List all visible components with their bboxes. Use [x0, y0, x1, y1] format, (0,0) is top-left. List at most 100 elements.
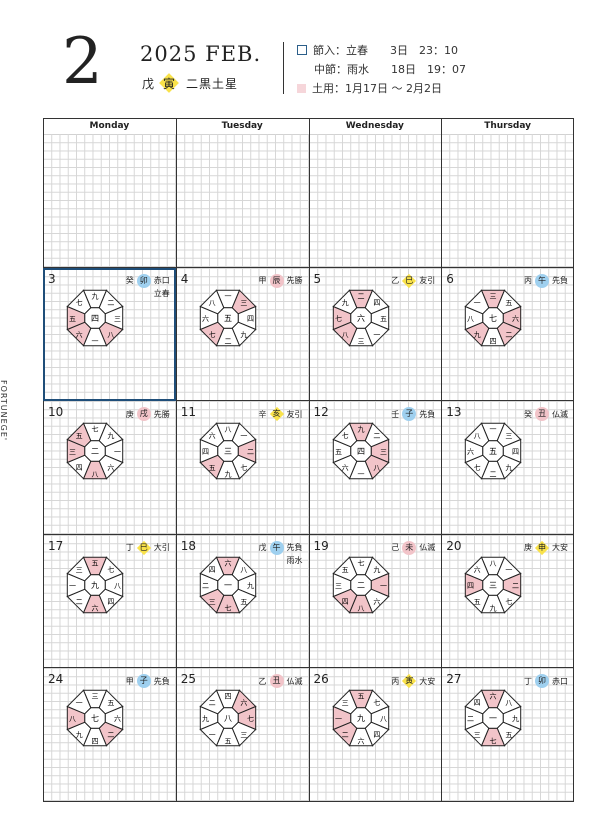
day-branch-badge: 卯 [136, 273, 151, 288]
octagon-center [217, 574, 239, 596]
octagon-sector-number: 九 [474, 329, 481, 338]
octagon-sector-number: 一 [224, 292, 231, 300]
day-cell[interactable]: 11 辛亥友引八一二七九 五四六三 [175, 401, 309, 535]
rokuyo-label: 先負 [286, 543, 303, 553]
day-stem: 庚 [125, 409, 134, 419]
day-stem: 戊 [258, 543, 267, 553]
day-cell[interactable]: 26 丙寅大安五七八四六 二一三九 [308, 668, 442, 802]
octagon-sector-number: 三 [92, 693, 99, 701]
day-cell[interactable]: 13 癸丑仏滅一三四九二 七六八五 [441, 401, 574, 535]
octagon-sector-number: 三 [335, 582, 342, 590]
sekki-setsuiri: 節入：立春 3日 23：10 [297, 42, 458, 58]
month-number: 2 [62, 25, 103, 99]
octagon-sector-number: 九 [240, 329, 247, 338]
octagon-center [349, 306, 372, 329]
weekday-header-thursday: Thursday [441, 118, 574, 135]
day-tags: 壬子先負 [391, 407, 435, 422]
octagon-sector-number: 二 [202, 582, 209, 590]
day-branch-badge: 戌 [136, 407, 151, 422]
octagon-sector-number: 一 [357, 471, 364, 479]
octagon-sector-number: 六 [467, 447, 474, 456]
octagon-sector-number: 二 [208, 699, 215, 707]
day-tags: 己未仏滅 [391, 540, 436, 555]
octagon-center [349, 574, 372, 596]
day-cell[interactable]: 25 乙丑仏滅四六七三五 一九二八 [175, 668, 309, 802]
octagon-sector-number: 五 [92, 559, 99, 567]
day-cell[interactable]: 19 己未仏滅七九一六八 四三五二 [308, 534, 442, 669]
octagon-sector-number: 一 [240, 432, 247, 440]
rokuyo-label: 大安 [552, 543, 568, 553]
octagon-sector-number: 八 [357, 604, 364, 612]
day-cell[interactable]: 24 甲子先負三五六二四 九八一七 [43, 668, 176, 802]
day-tags: 乙丑仏滅 [259, 674, 303, 689]
octagon-center-number: 四 [91, 314, 99, 323]
day-branch-badge: 寅 [402, 674, 416, 688]
day-tags: 庚戌先勝 [125, 407, 170, 422]
month-kanshi: 戊 寅 二黒土星 [142, 73, 238, 93]
octagon-center [217, 440, 239, 462]
octagon-sector-number: 九 [247, 581, 254, 590]
octagon-sector-number: 八 [373, 464, 380, 472]
day-cell[interactable]: 4 甲辰先勝一三四九二 七六八五 [175, 267, 309, 402]
day-branch-badge: 午 [535, 273, 549, 288]
octagon-sector-number: 五 [107, 699, 114, 707]
grid-column-line [573, 118, 574, 802]
day-tags: 癸丑仏滅 [524, 407, 568, 422]
day-cell[interactable] [441, 134, 574, 268]
octagon-sector-number: 四 [512, 448, 519, 456]
day-branch-badge: 子 [136, 674, 151, 689]
day-cell[interactable]: 20 庚申大安八一二七九 五四六三 [441, 534, 574, 669]
octagon-sector-number: 九 [373, 565, 380, 574]
octagon-center-number: 九 [357, 714, 365, 723]
rokuyo-label: 仏滅 [419, 543, 436, 553]
day-cell[interactable]: 12 壬子先負九二三八一 六五七四 [308, 401, 442, 535]
day-cell[interactable]: 10 庚戌先勝七九一六八 四三五二 [43, 401, 176, 535]
day-number: 25 [180, 672, 197, 687]
octagon-sector-number: 八 [69, 715, 76, 723]
octagon-sector-number: 一 [208, 731, 215, 739]
octagon-sector-number: 五 [335, 448, 342, 456]
day-tags: 癸卯赤口 [126, 273, 170, 288]
octagon-sector-number: 六 [224, 558, 231, 567]
day-number: 17 [48, 538, 64, 553]
day-number: 12 [313, 405, 329, 420]
octagon-center-number: 二 [357, 581, 365, 590]
octagon-sector-number: 二 [341, 731, 348, 739]
calendar-grid: Monday Tuesday Wednesday Thursday 3 癸卯赤口 立春九二三… [43, 118, 574, 802]
day-cell[interactable]: 6 丙午先負三五六二四 九八一七 [441, 267, 574, 402]
day-cell[interactable]: 5 乙巳友引二四五一三 八七九六 [308, 267, 442, 402]
octagon-sector-number: 一 [76, 699, 83, 707]
day-branch-badge: 亥 [270, 407, 284, 421]
grid-row-line [43, 801, 574, 802]
octagon-sector-number: 二 [107, 299, 114, 307]
day-cell[interactable]: 17 丁巳大引五七八四六 二一三九 [43, 534, 176, 669]
octagon-sector-number: 七 [92, 425, 99, 434]
weekday-header-tuesday: Tuesday [175, 118, 309, 135]
octagon-sector-number: 六 [474, 565, 481, 574]
day-number: 24 [48, 672, 64, 687]
day-number: 13 [446, 405, 462, 420]
octagon-sector-number: 四 [224, 693, 231, 701]
day-tags: 丁巳大引 [126, 541, 170, 555]
day-cell[interactable] [175, 134, 309, 268]
day-cell[interactable]: 3 癸卯赤口 立春 九二三八一 六五七四 [43, 267, 176, 402]
day-cell[interactable] [308, 134, 442, 268]
day-tags: 丙寅大安 [391, 674, 435, 688]
day-stem: 丁 [125, 543, 134, 553]
pink-square-icon [297, 84, 306, 93]
day-cell[interactable] [43, 134, 176, 268]
day-number: 27 [446, 672, 462, 687]
octagon-center-number: 一 [489, 714, 497, 723]
day-tags: 甲子先負 [126, 674, 170, 689]
day-cell[interactable]: 27 丁卯赤口六八九五七 三二四一 [441, 668, 574, 802]
day-tags: 庚申大安 [524, 541, 568, 555]
octagon-sector-number: 一 [69, 582, 76, 590]
octagon-sector-number: 三 [240, 299, 247, 307]
day-cell[interactable]: 18 戊午先負 雨水 六八九五七 三二四一 [175, 534, 309, 669]
octagon-sector-number: 四 [490, 337, 497, 345]
octagon-sector-number: 三 [69, 448, 76, 456]
